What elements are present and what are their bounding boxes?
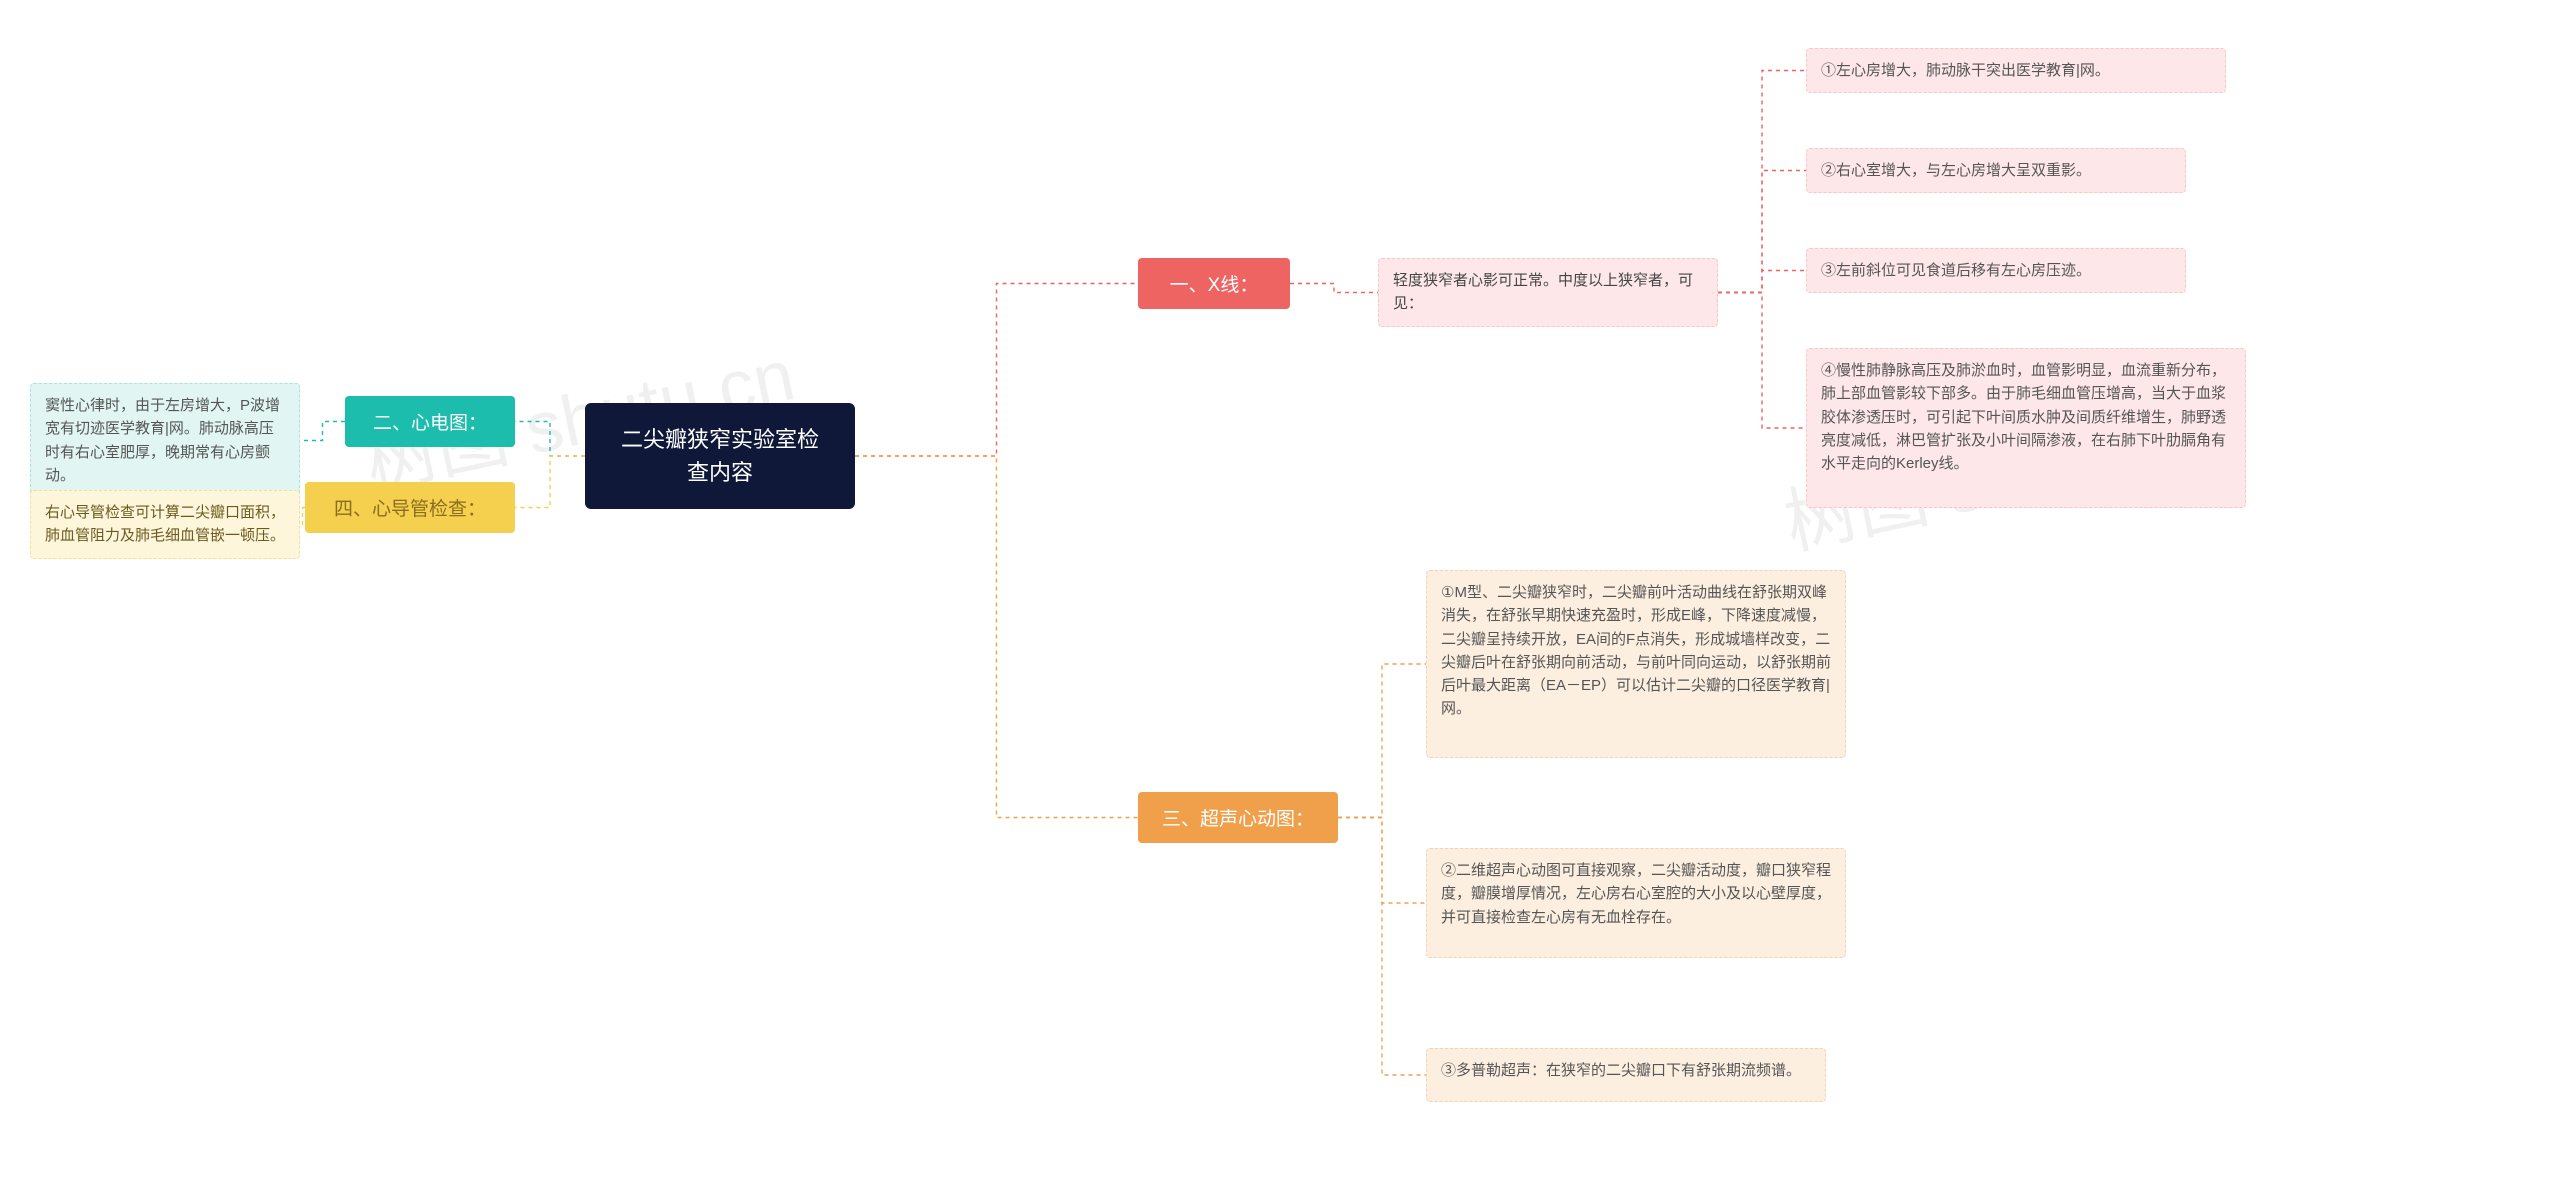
xray-leaf-4: ④慢性肺静脉高压及肺淤血时，血管影明显，血流重新分布，肺上部血管影较下部多。由于… [1806,348,2246,508]
leaf-text: 窦性心律时，由于左房增大，P波增宽有切迹医学教育|网。肺动脉高压时有右心室肥厚，… [45,394,285,487]
leaf-text: ①M型、二尖瓣狭窄时，二尖瓣前叶活动曲线在舒张期双峰消失，在舒张早期快速充盈时，… [1441,581,1831,721]
leaf-text: ②右心室增大，与左心房增大呈双重影。 [1821,159,2091,182]
branch-xray: 一、X线： [1138,258,1290,309]
branch-label: 二、心电图： [373,408,487,435]
leaf-text: ①左心房增大，肺动脉干突出医学教育|网。 [1821,59,2110,82]
root-node: 二尖瓣狭窄实验室检查内容 [585,403,855,509]
xray-leaf-1: ①左心房增大，肺动脉干突出医学教育|网。 [1806,48,2226,93]
leaf-text: ③左前斜位可见食道后移有左心房压迹。 [1821,259,2091,282]
xray-subnode: 轻度狭窄者心影可正常。中度以上狭窄者，可见： [1378,258,1718,327]
ecg-leaf: 窦性心律时，由于左房增大，P波增宽有切迹医学教育|网。肺动脉高压时有右心室肥厚，… [30,383,300,498]
xray-leaf-3: ③左前斜位可见食道后移有左心房压迹。 [1806,248,2186,293]
leaf-text: ②二维超声心动图可直接观察，二尖瓣活动度，瓣口狭窄程度，瓣膜增厚情况，左心房右心… [1441,859,1831,929]
leaf-text: ③多普勒超声：在狭窄的二尖瓣口下有舒张期流频谱。 [1441,1059,1801,1082]
branch-label: 三、超声心动图： [1162,804,1314,831]
echo-leaf-2: ②二维超声心动图可直接观察，二尖瓣活动度，瓣口狭窄程度，瓣膜增厚情况，左心房右心… [1426,848,1846,958]
branch-echo: 三、超声心动图： [1138,792,1338,843]
branch-label: 一、X线： [1170,270,1259,297]
xray-sub-label: 轻度狭窄者心影可正常。中度以上狭窄者，可见： [1393,269,1703,316]
leaf-text: 右心导管检查可计算二尖瓣口面积，肺血管阻力及肺毛细血管嵌一顿压。 [45,501,285,548]
branch-label: 四、心导管检查： [334,494,486,521]
catheter-leaf: 右心导管检查可计算二尖瓣口面积，肺血管阻力及肺毛细血管嵌一顿压。 [30,490,300,559]
branch-catheter: 四、心导管检查： [305,482,515,533]
branch-ecg: 二、心电图： [345,396,515,447]
leaf-text: ④慢性肺静脉高压及肺淤血时，血管影明显，血流重新分布，肺上部血管影较下部多。由于… [1821,359,2231,475]
echo-leaf-3: ③多普勒超声：在狭窄的二尖瓣口下有舒张期流频谱。 [1426,1048,1826,1102]
echo-leaf-1: ①M型、二尖瓣狭窄时，二尖瓣前叶活动曲线在舒张期双峰消失，在舒张早期快速充盈时，… [1426,570,1846,758]
root-label: 二尖瓣狭窄实验室检查内容 [613,423,827,489]
xray-leaf-2: ②右心室增大，与左心房增大呈双重影。 [1806,148,2186,193]
